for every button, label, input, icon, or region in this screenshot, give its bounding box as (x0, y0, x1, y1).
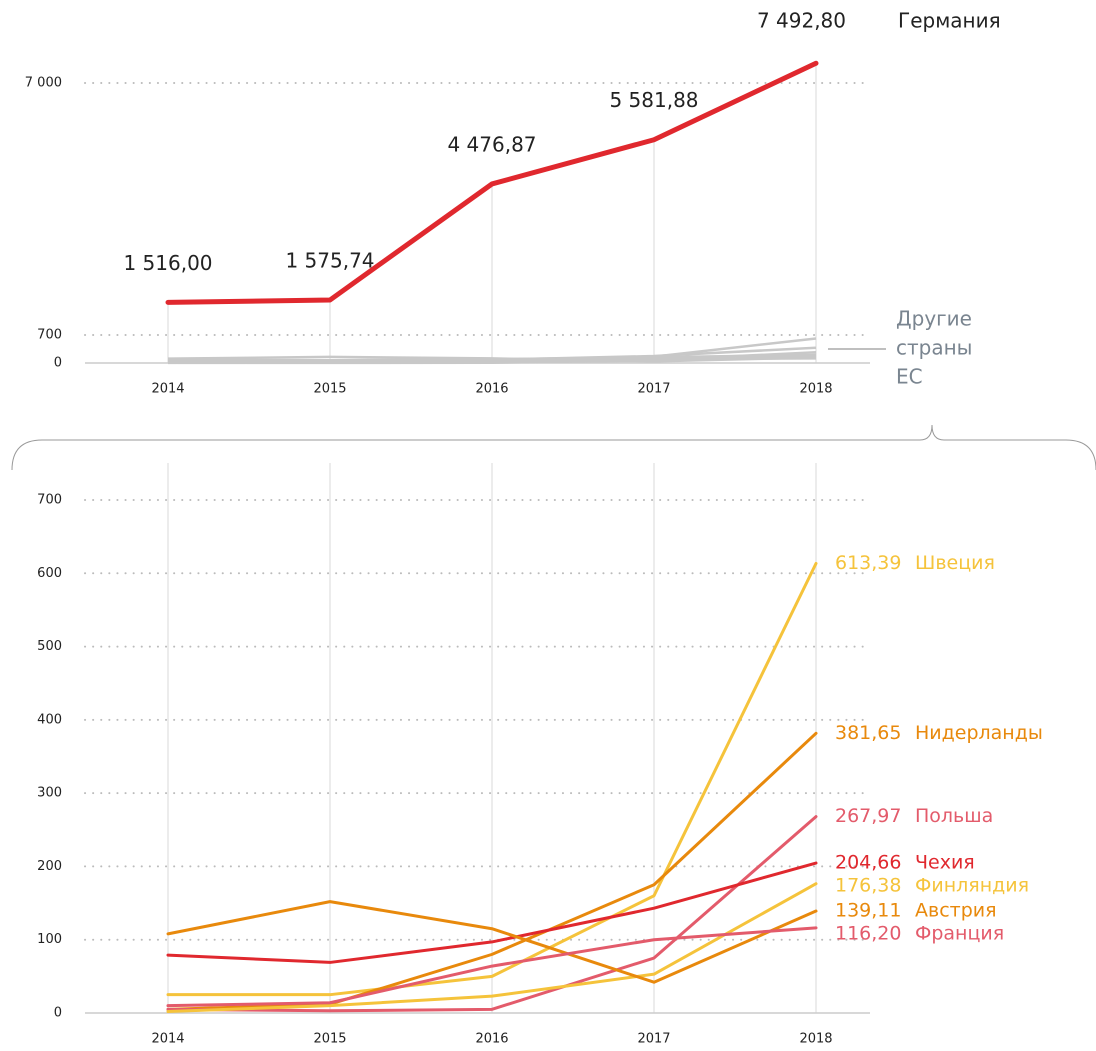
y-tick-label: 700 (37, 328, 62, 343)
data-label: 613,39 (835, 552, 901, 574)
y-tick-label: 100 (37, 932, 62, 947)
annotation: страны (896, 336, 972, 360)
series-line (166, 815, 818, 1013)
series-label: Австрия (915, 900, 997, 922)
x-tick-label: 2017 (637, 382, 670, 397)
data-label: 1 575,74 (285, 248, 374, 272)
y-tick-label: 300 (37, 786, 62, 801)
y-tick-label: 600 (37, 566, 62, 581)
other-country-line (167, 357, 817, 364)
y-tick-label: 400 (37, 712, 62, 727)
y-tick-label: 7 000 (25, 76, 62, 91)
x-tick-label: 2018 (799, 382, 832, 397)
x-tick-label: 2016 (475, 382, 508, 397)
x-tick-label: 2014 (151, 382, 184, 397)
series-line (166, 882, 818, 1014)
series-line (166, 731, 818, 1011)
series-label: Финляндия (915, 875, 1029, 897)
data-label: 176,38 (835, 875, 901, 897)
data-label: 139,11 (835, 900, 901, 922)
series-label: Нидерланды (915, 722, 1043, 744)
x-tick-label: 2018 (799, 1032, 832, 1047)
y-tick-label: 200 (37, 859, 62, 874)
data-label: 1 516,00 (123, 251, 212, 275)
x-tick-label: 2016 (475, 1032, 508, 1047)
y-tick-label: 700 (37, 493, 62, 508)
x-tick-label: 2014 (151, 1032, 184, 1047)
data-label: 204,66 (835, 852, 901, 874)
y-tick-label: 0 (54, 356, 62, 371)
series-line (166, 926, 818, 1008)
series-line (165, 60, 819, 305)
data-label: 5 581,88 (609, 88, 698, 112)
series-line (166, 900, 818, 984)
annotation: ЕС (896, 365, 923, 389)
bracket (11, 424, 1096, 471)
data-label: 116,20 (835, 923, 901, 945)
x-tick-label: 2017 (637, 1032, 670, 1047)
x-tick-label: 2015 (313, 382, 346, 397)
series-label: Германия (898, 9, 1001, 33)
data-label: 381,65 (835, 722, 901, 744)
data-label: 7 492,80 (757, 9, 846, 33)
x-tick-label: 2015 (313, 1032, 346, 1047)
y-tick-label: 500 (37, 639, 62, 654)
series-line (166, 861, 818, 964)
series-label: Франция (915, 923, 1004, 945)
series-label: Польша (915, 805, 993, 827)
data-label: 267,97 (835, 805, 901, 827)
annotation: Другие (896, 307, 972, 331)
series-label: Чехия (915, 852, 975, 874)
series-line (166, 561, 818, 997)
y-tick-label: 0 (54, 1006, 62, 1021)
data-label: 4 476,87 (447, 132, 536, 156)
series-label: Швеция (915, 552, 995, 574)
